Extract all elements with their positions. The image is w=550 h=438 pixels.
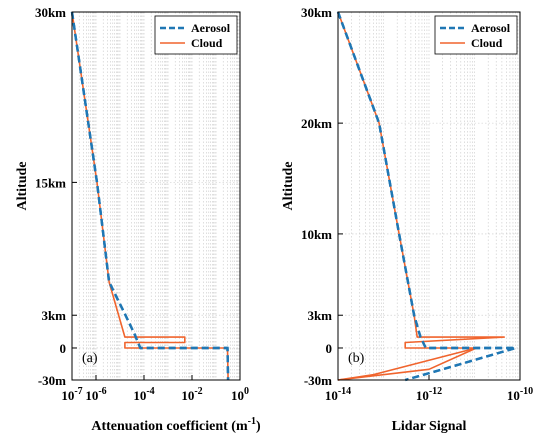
y-tick-label: 20km: [301, 116, 332, 131]
series-line-aerosol-overlay: [336, 11, 516, 382]
y-tick-label: 0: [326, 341, 333, 356]
y-axis-label: Altitude: [15, 162, 30, 211]
y-tick-label: 30km: [35, 5, 66, 20]
legend-label-cloud: Cloud: [191, 36, 223, 50]
x-tick-label: 10-10: [507, 386, 533, 403]
legend-label-aerosol: Aerosol: [471, 21, 511, 35]
x-tick-label: 10-4: [133, 386, 154, 403]
plot-frame: [71, 11, 241, 381]
chart-panel-b: 10-14 10-12 10-10 30km 20km 10km 3km 0 -30m Altit…: [281, 5, 533, 434]
plot-area: [338, 12, 520, 380]
x-axis-label: Attenuation coefficient (m-1): [91, 416, 261, 434]
x-tick-label: 10-6: [85, 386, 106, 403]
series-line-extra-2: [337, 347, 477, 381]
y-tick-label: 0: [60, 341, 67, 356]
legend-label-aerosol: Aerosol: [191, 21, 231, 35]
legend-label-cloud: Cloud: [471, 36, 503, 50]
y-tick-label: 3km: [41, 308, 66, 323]
chart-panel-a: 10-7 10-6 10-4 10-2 100 30km 15km 3km 0 -30m Altit…: [15, 5, 261, 434]
legend-box: [154, 15, 238, 55]
y-axis-label: Altitude: [281, 162, 296, 211]
y-tick-label: 3km: [307, 308, 332, 323]
panel-tag: (b): [348, 351, 365, 366]
plot-area: [72, 12, 240, 380]
x-tick-label: 10-7: [61, 386, 82, 403]
series-line-aerosol-overlay: [70, 11, 230, 381]
panel-tag: (a): [82, 351, 98, 366]
y-tick-label: 15km: [35, 175, 66, 190]
y-tick-label: 10km: [301, 227, 332, 242]
legend-box: [434, 15, 518, 55]
y-tick-label: -30m: [304, 373, 332, 388]
x-axis-label: Lidar Signal: [392, 419, 467, 434]
x-tick-label: 10-2: [181, 386, 202, 403]
x-tick-label: 10-12: [416, 386, 442, 403]
x-tick-label: 10-14: [325, 386, 351, 403]
y-tick-label: -30m: [38, 373, 66, 388]
y-tick-label: 30km: [301, 5, 332, 20]
x-tick-label: 100: [231, 386, 249, 403]
